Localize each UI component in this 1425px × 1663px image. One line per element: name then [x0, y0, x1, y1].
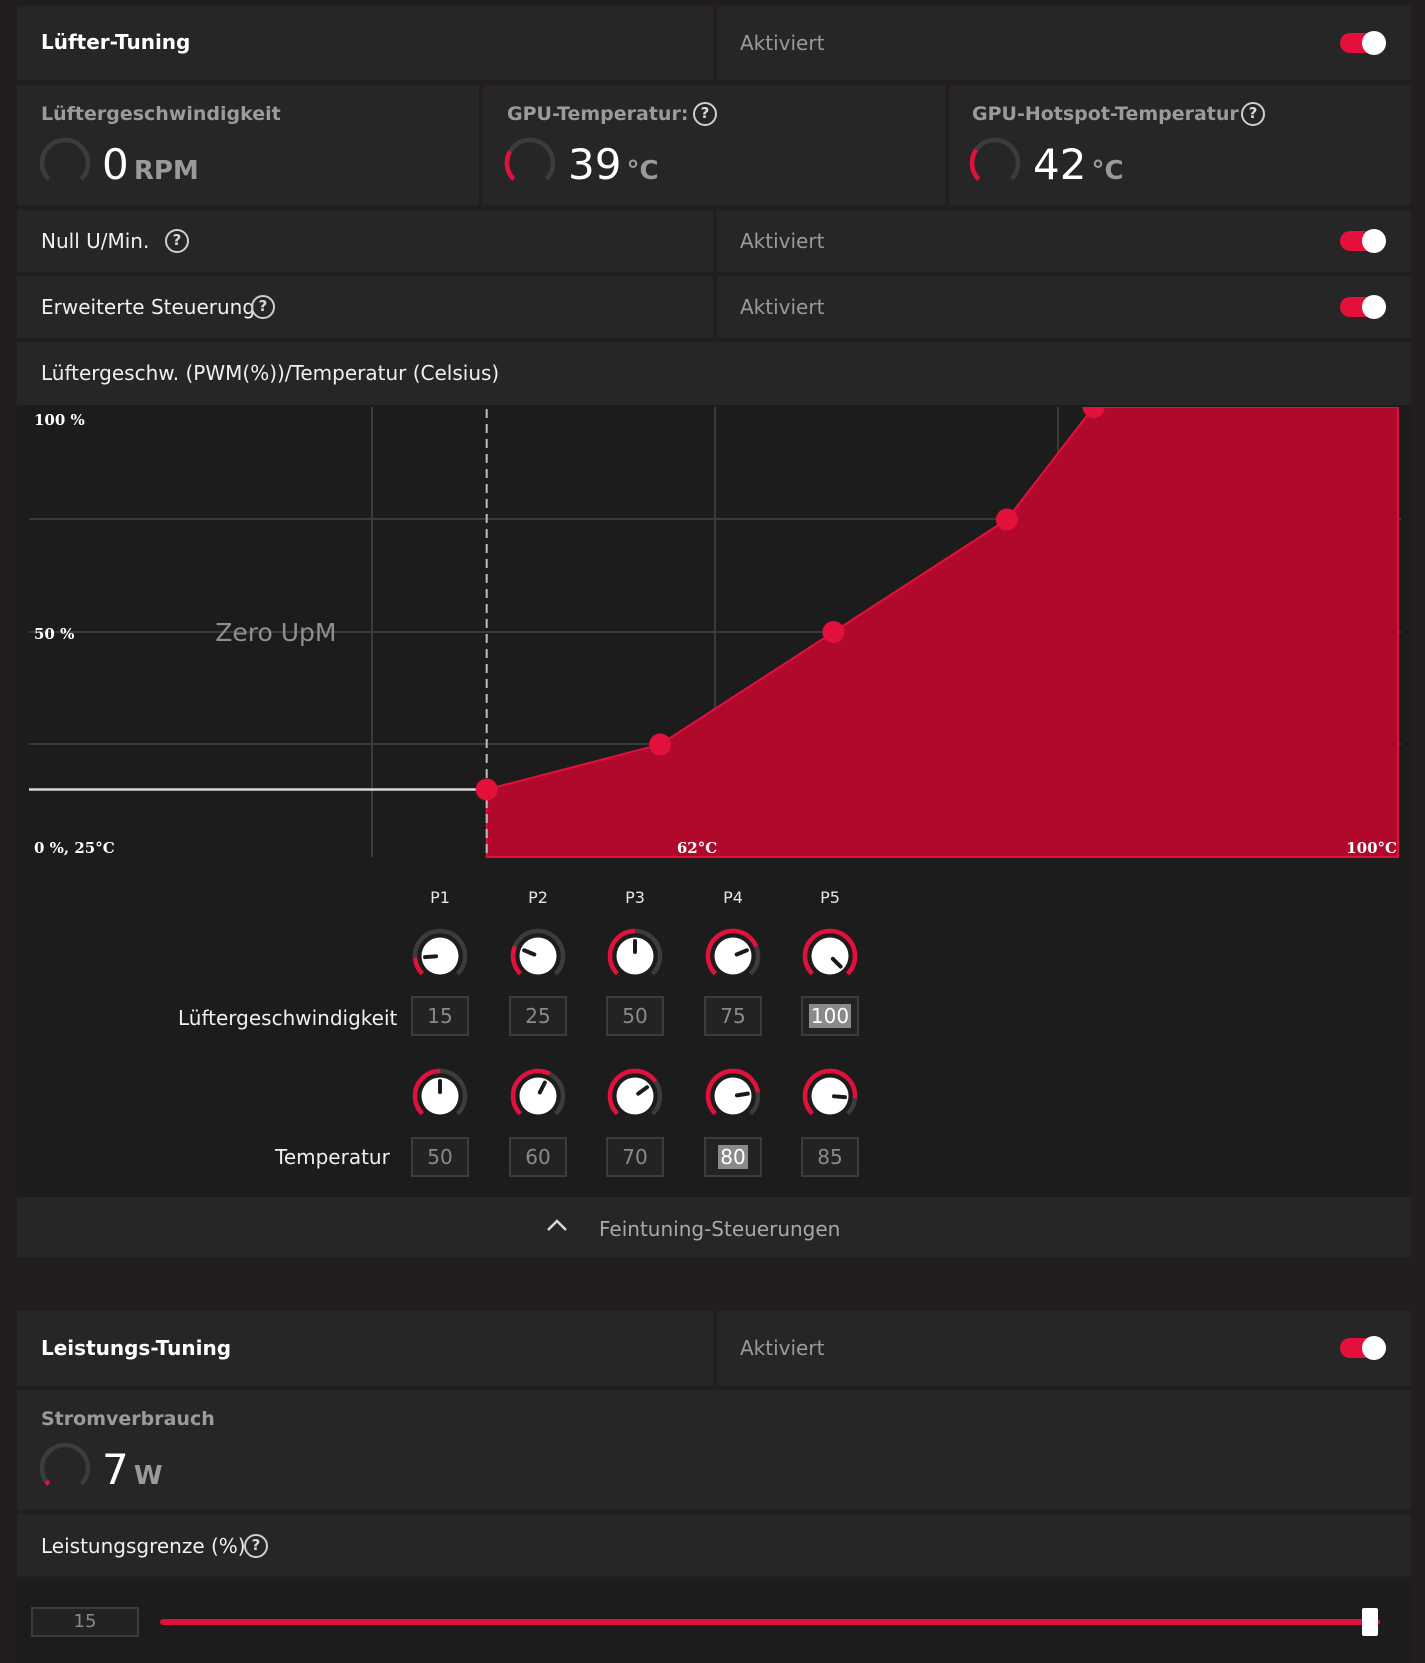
zero-rpm-state-row: [717, 210, 1411, 272]
temp-value-p4[interactable]: 80: [704, 1137, 762, 1177]
chevron-up-icon: [547, 1219, 567, 1231]
zero-rpm-text: Zero UpM: [215, 618, 336, 647]
speed-knob-p1[interactable]: [410, 926, 470, 986]
x-tick-62: 62°C: [677, 839, 717, 857]
temp-row-label: Temperatur: [275, 1145, 390, 1169]
speed-knob-p4[interactable]: [703, 926, 763, 986]
fine-tuning-label: Feintuning-Steuerungen: [599, 1217, 841, 1241]
advanced-control-row: [17, 276, 713, 338]
zero-rpm-label: Null U/Min.: [41, 229, 150, 253]
y-tick-50: 50 %: [34, 625, 74, 643]
hotspot-temp-help-icon[interactable]: ?: [1241, 102, 1265, 126]
point-label-p4: P4: [723, 888, 743, 907]
fan-tuning-state: Aktiviert: [740, 31, 825, 55]
point-label-p5: P5: [820, 888, 840, 907]
fan-speed-value: 0: [102, 140, 129, 189]
speed-value-p2[interactable]: 25: [509, 996, 567, 1036]
curve-point-p4[interactable]: [995, 508, 1018, 531]
fan-speed-value-group: 0 RPM: [102, 140, 199, 189]
fan-tuning-toggle[interactable]: [1340, 31, 1386, 55]
curve-point-p2[interactable]: [649, 733, 672, 756]
advanced-control-state-row: [717, 276, 1411, 338]
temp-value-p3[interactable]: 70: [606, 1137, 664, 1177]
zero-rpm-row: [17, 210, 713, 272]
gpu-temp-label: GPU-Temperatur:: [507, 103, 689, 125]
hotspot-temp-value-group: 42 °C: [1033, 140, 1124, 189]
temp-value-p1[interactable]: 50: [411, 1137, 469, 1177]
gpu-temp-unit: °C: [626, 156, 659, 186]
power-tuning-state: Aktiviert: [740, 1336, 825, 1360]
power-limit-input[interactable]: 15: [31, 1607, 139, 1637]
fan-tuning-title: Lüfter-Tuning: [41, 30, 191, 54]
temp-value-p2[interactable]: 60: [509, 1137, 567, 1177]
curve-title: Lüftergeschw. (PWM(%))/Temperatur (Celsi…: [41, 361, 500, 385]
speed-knob-p2[interactable]: [508, 926, 568, 986]
curve-point-p1[interactable]: [475, 778, 498, 801]
speed-value-p5[interactable]: 100: [801, 996, 859, 1036]
power-unit: W: [133, 1461, 163, 1491]
temp-knob-p1[interactable]: [410, 1066, 470, 1126]
power-consumption-label: Stromverbrauch: [41, 1408, 215, 1430]
point-label-p1: P1: [430, 888, 450, 907]
hotspot-temp-gauge-icon: [969, 137, 1021, 189]
speed-knob-p3[interactable]: [605, 926, 665, 986]
curve-point-p3[interactable]: [822, 621, 845, 643]
gpu-temp-panel: [483, 85, 945, 205]
power-value: 7: [102, 1445, 129, 1494]
gpu-temp-value: 39: [568, 140, 622, 189]
power-tuning-header: [17, 1311, 713, 1386]
y-tick-0: 0 %, 25°C: [34, 839, 115, 857]
zero-rpm-help-icon[interactable]: ?: [165, 229, 189, 253]
temp-knob-p4[interactable]: [703, 1066, 763, 1126]
gpu-temp-help-icon[interactable]: ?: [693, 102, 717, 126]
temp-knob-p3[interactable]: [605, 1066, 665, 1126]
power-consumption-panel: [17, 1390, 1411, 1510]
speed-value-p1[interactable]: 15: [411, 996, 469, 1036]
power-value-group: 7 W: [102, 1445, 163, 1494]
temp-knob-p2[interactable]: [508, 1066, 568, 1126]
curve-point-p5[interactable]: [1082, 407, 1105, 418]
fine-tuning-toggle-bar[interactable]: [17, 1197, 1411, 1257]
hotspot-temp-label: GPU-Hotspot-Temperatur: [972, 103, 1239, 125]
speed-row-label: Lüftergeschwindigkeit: [178, 1006, 398, 1030]
power-tuning-title: Leistungs-Tuning: [41, 1336, 232, 1360]
speed-knob-p5[interactable]: [800, 926, 860, 986]
speed-value-p4[interactable]: 75: [704, 996, 762, 1036]
advanced-control-state: Aktiviert: [740, 295, 825, 319]
x-tick-100: 100°C: [1346, 839, 1397, 857]
zero-rpm-state: Aktiviert: [740, 229, 825, 253]
fan-speed-label: Lüftergeschwindigkeit: [41, 103, 281, 125]
curve-title-row: [17, 342, 1411, 405]
y-tick-100: 100 %: [34, 411, 85, 429]
temp-knob-p5[interactable]: [800, 1066, 860, 1126]
point-label-p3: P3: [625, 888, 645, 907]
point-label-p2: P2: [528, 888, 548, 907]
fan-tuning-state-row: [717, 6, 1411, 80]
power-limit-help-icon[interactable]: ?: [244, 1534, 268, 1558]
fan-curve-chart[interactable]: Zero UpM 100 % 50 % 0 %, 25°C 62°C 100°C: [29, 407, 1401, 858]
power-limit-label: Leistungsgrenze (%): [41, 1534, 246, 1558]
power-tuning-toggle[interactable]: [1340, 1336, 1386, 1360]
hotspot-temp-panel: [949, 85, 1411, 205]
gpu-temp-value-group: 39 °C: [568, 140, 659, 189]
hotspot-temp-unit: °C: [1091, 156, 1124, 186]
speed-value-p3[interactable]: 50: [606, 996, 664, 1036]
temp-value-p5[interactable]: 85: [801, 1137, 859, 1177]
advanced-control-label: Erweiterte Steuerung: [41, 295, 256, 319]
fan-speed-gauge-icon: [39, 137, 91, 189]
power-limit-slider-thumb[interactable]: [1362, 1608, 1378, 1636]
fan-speed-panel: [17, 85, 479, 205]
fan-tuning-header: [17, 6, 713, 80]
power-tuning-state-row: [717, 1311, 1411, 1386]
hotspot-temp-value: 42: [1033, 140, 1087, 189]
advanced-control-help-icon[interactable]: ?: [251, 295, 275, 319]
zero-rpm-toggle[interactable]: [1340, 229, 1386, 253]
fan-speed-unit: RPM: [133, 156, 199, 186]
advanced-control-toggle[interactable]: [1340, 295, 1386, 319]
gpu-temp-gauge-icon: [504, 137, 556, 189]
power-limit-slider-track[interactable]: [160, 1619, 1380, 1625]
power-gauge-icon: [39, 1442, 91, 1494]
